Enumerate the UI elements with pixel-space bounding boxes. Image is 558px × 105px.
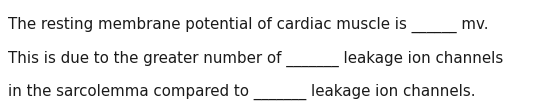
Text: This is due to the greater number of _______ leakage ion channels: This is due to the greater number of ___… xyxy=(8,51,504,67)
Text: in the sarcolemma compared to _______ leakage ion channels.: in the sarcolemma compared to _______ le… xyxy=(8,84,476,100)
Text: The resting membrane potential of cardiac muscle is ______ mv.: The resting membrane potential of cardia… xyxy=(8,17,489,33)
